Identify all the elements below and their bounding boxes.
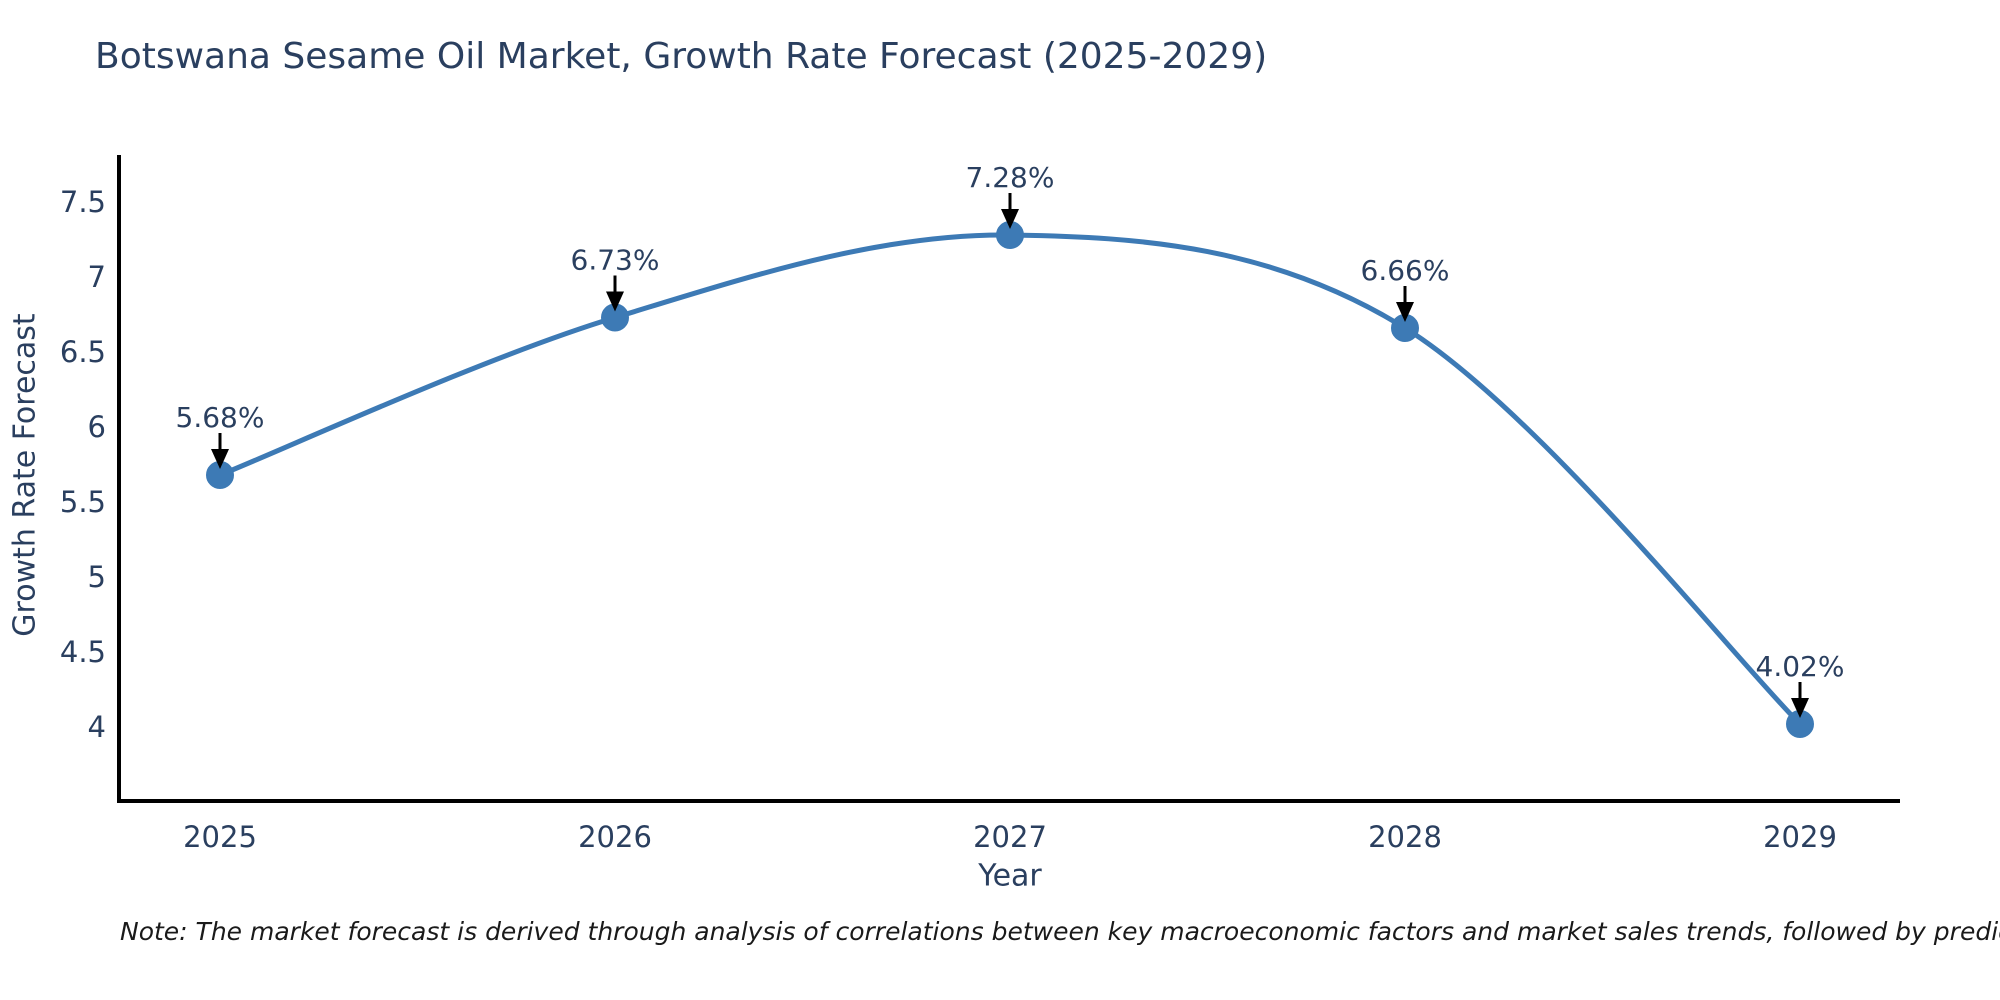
x-axis-title: Year: [978, 858, 1042, 894]
point-value-label: 6.73%: [571, 244, 660, 277]
y-tick-label: 4.5: [60, 635, 106, 669]
y-tick-label: 7: [88, 260, 106, 294]
annotation-arrowhead-icon: [606, 291, 624, 312]
point-value-label: 4.02%: [1756, 650, 1845, 683]
annotation-arrowhead-icon: [211, 449, 229, 469]
y-tick-label: 5.5: [60, 485, 106, 519]
point-value-label: 6.66%: [1361, 254, 1450, 287]
x-tick-label: 2025: [183, 820, 257, 854]
x-tick-label: 2027: [973, 820, 1047, 854]
point-value-label: 7.28%: [966, 161, 1055, 194]
x-tick-label: 2026: [578, 820, 652, 854]
y-axis-title: Growth Rate Forecast: [7, 313, 43, 637]
forecast-line-series: [217, 232, 1803, 727]
x-tick-label: 2029: [1763, 820, 1837, 854]
y-tick-label: 4: [88, 710, 106, 744]
y-tick-label: 6: [88, 410, 106, 444]
annotation-arrowhead-icon: [1001, 209, 1019, 229]
annotation-arrowhead-icon: [1791, 698, 1809, 718]
x-tick-label: 2028: [1368, 820, 1442, 854]
y-tick-label: 6.5: [60, 335, 106, 369]
annotation-arrowhead-icon: [1396, 302, 1414, 322]
footnote-text: Note: The market forecast is derived thr…: [120, 917, 2000, 946]
y-tick-label: 7.5: [60, 185, 106, 219]
y-tick-label: 5: [88, 560, 106, 594]
point-value-label: 5.68%: [176, 401, 265, 434]
chart-title: Botswana Sesame Oil Market, Growth Rate …: [95, 36, 1268, 77]
